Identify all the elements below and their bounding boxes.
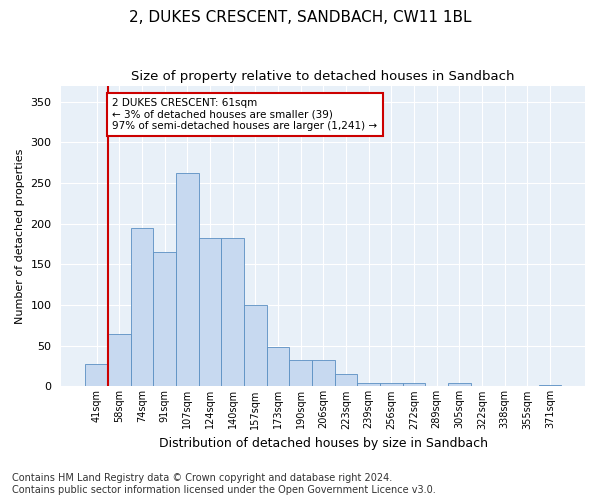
Bar [131,228,153,386]
X-axis label: Distribution of detached houses by size in Sandbach: Distribution of detached houses by size … [159,437,488,450]
Text: Contains HM Land Registry data © Crown copyright and database right 2024.
Contai: Contains HM Land Registry data © Crown c… [12,474,436,495]
Y-axis label: Number of detached properties: Number of detached properties [15,148,25,324]
Bar [85,364,108,386]
Bar [108,334,131,386]
Bar [312,360,335,386]
Bar [380,383,403,386]
Bar [448,383,470,386]
Bar [266,348,289,387]
Bar [403,383,425,386]
Bar [176,174,199,386]
Text: 2, DUKES CRESCENT, SANDBACH, CW11 1BL: 2, DUKES CRESCENT, SANDBACH, CW11 1BL [129,10,471,25]
Text: 2 DUKES CRESCENT: 61sqm
← 3% of detached houses are smaller (39)
97% of semi-det: 2 DUKES CRESCENT: 61sqm ← 3% of detached… [112,98,377,131]
Bar [539,385,561,386]
Bar [221,238,244,386]
Bar [335,374,357,386]
Bar [289,360,312,386]
Bar [244,305,266,386]
Title: Size of property relative to detached houses in Sandbach: Size of property relative to detached ho… [131,70,515,83]
Bar [153,252,176,386]
Bar [357,383,380,386]
Bar [199,238,221,386]
